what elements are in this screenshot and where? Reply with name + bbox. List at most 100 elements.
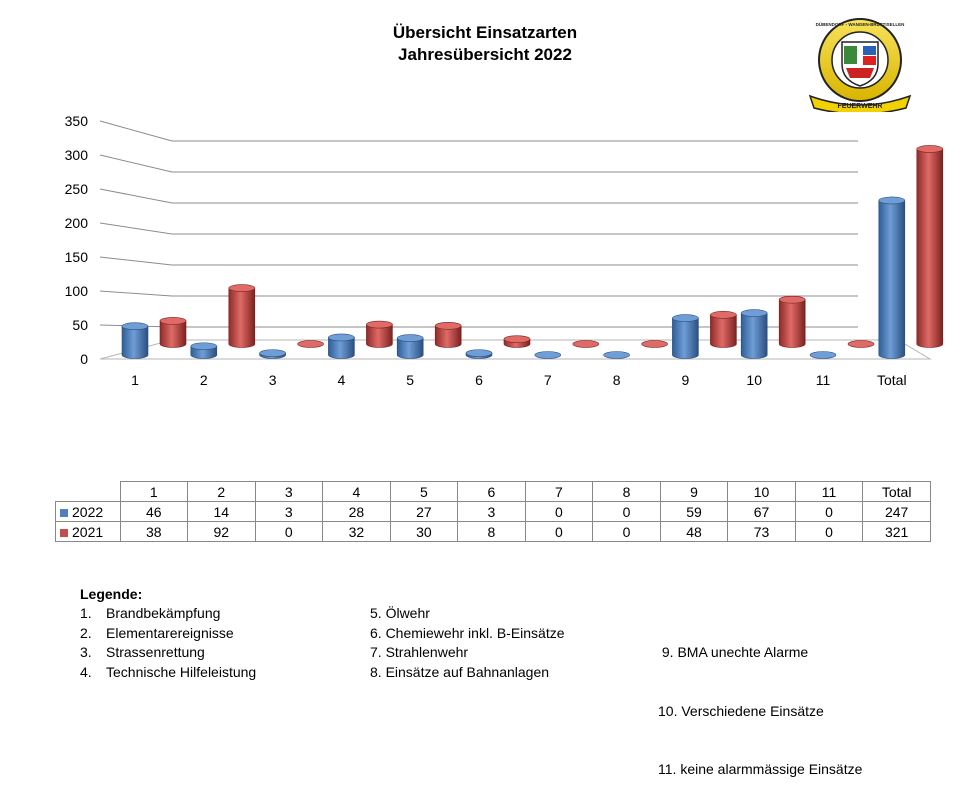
bar-top — [366, 320, 393, 329]
x-tick-label: 5 — [406, 372, 414, 388]
table-header: 8 — [592, 481, 661, 502]
bar-body — [228, 287, 256, 348]
bar-2022-2 — [190, 342, 218, 359]
gridline-side — [99, 290, 173, 297]
table-cell: 0 — [254, 521, 324, 542]
bar-2021-5 — [434, 321, 462, 348]
table-cell: 27 — [389, 501, 459, 522]
legend-swatch-2022 — [60, 508, 68, 517]
bar-body — [878, 200, 906, 359]
table-cell: 3 — [457, 501, 526, 522]
table-cell: 321 — [862, 521, 931, 542]
bar-top — [159, 317, 187, 325]
bar-top — [572, 340, 600, 348]
bar-2022-Total — [878, 196, 906, 359]
bar-body — [740, 312, 768, 359]
bar-top — [878, 196, 906, 205]
grid-layer — [99, 120, 932, 360]
series-name: 2022 — [72, 503, 104, 520]
bar-2021-8 — [641, 340, 668, 348]
table-cell: 67 — [727, 501, 796, 522]
bars-layer — [121, 145, 944, 359]
bar-2022-6 — [465, 349, 493, 359]
table-cell: 38 — [119, 521, 189, 542]
series-label-2022: 2022 — [55, 501, 121, 522]
bar-2021-2 — [228, 284, 256, 348]
x-tick-label: 9 — [682, 372, 690, 388]
bar-2022-9 — [672, 314, 699, 359]
table-row: 2022 46 14 3 28 27 3 0 0 59 67 0 247 — [55, 501, 931, 522]
table-cell: 247 — [862, 501, 931, 522]
bar-2022-5 — [396, 334, 424, 359]
table-header: 3 — [254, 481, 324, 502]
table-header: 11 — [794, 481, 864, 502]
series-name: 2021 — [72, 523, 104, 540]
gridline-side — [99, 154, 173, 173]
table-header: 10 — [727, 481, 796, 502]
logo-shield-left — [844, 46, 857, 64]
bar-body — [710, 314, 737, 348]
table-header-row: 1 2 3 4 5 6 7 8 9 10 11 Total — [55, 481, 931, 502]
x-tick-label: 2 — [200, 372, 208, 388]
y-tick-label: 200 — [65, 215, 89, 231]
bar-top — [672, 314, 699, 322]
table-cell: 46 — [119, 501, 189, 522]
gridline-side — [99, 188, 173, 204]
logo-banner — [808, 94, 912, 112]
bar-top — [503, 335, 531, 343]
bar-2021-7 — [572, 340, 600, 348]
table-cell: 59 — [659, 501, 729, 522]
x-tick-label: 10 — [746, 372, 762, 388]
y-tick-label: 0 — [80, 351, 88, 367]
table-cell: 0 — [592, 521, 661, 542]
legend-item: 3. Strassenrettung — [80, 643, 256, 663]
gridline-side — [99, 222, 173, 235]
legend-item: 4. Technische Hilfeleistung — [80, 663, 256, 683]
bar-top — [534, 351, 562, 359]
bar-2021-9 — [710, 311, 737, 348]
table-cell: 0 — [592, 501, 661, 522]
bar-2021-3 — [297, 340, 324, 348]
x-tick-label: Total — [877, 372, 907, 388]
table-header: 9 — [659, 481, 729, 502]
bar-2021-Total — [916, 145, 944, 348]
legend-item-number: 4. — [80, 663, 92, 680]
gridline-side — [99, 256, 173, 266]
x-tick-label: 6 — [475, 372, 483, 388]
y-tick-label: 150 — [65, 249, 89, 265]
legend-column-2: 5. Ölwehr 6. Chemiewehr inkl. B-Einsätze… — [370, 604, 565, 682]
legend-column-3: 9. BMA unechte Alarme 10. Verschiedene E… — [658, 604, 862, 799]
logo-ring-text: DÜBENDORF - WANGEN-BRÜTTISELLEN — [816, 21, 905, 27]
legend-item-number: 3. — [80, 644, 92, 660]
data-table: 1 2 3 4 5 6 7 8 9 10 11 Total 2022 46 14… — [55, 481, 931, 542]
y-tick-label: 50 — [72, 317, 88, 333]
legend-item-number: 2. — [80, 624, 92, 641]
table-cell: 0 — [524, 521, 594, 542]
y-axis-ticks: 0 50 100 150 200 250 300 350 — [65, 113, 89, 367]
legend-item: 10. Verschiedene Einsätze — [658, 702, 824, 719]
legend-item: 1. Brandbekämpfung — [80, 604, 256, 624]
table-cell: 32 — [322, 521, 391, 542]
bar-2021-4 — [366, 320, 393, 348]
bar-top — [465, 349, 493, 357]
legend-item: 5. Ölwehr — [370, 605, 430, 621]
legend-item: 11. keine alarmmässige Einsätze — [658, 761, 863, 777]
legend-heading: Legende: — [80, 586, 142, 603]
legend-item-text: Elementarereignisse — [106, 624, 234, 641]
y-tick-label: 350 — [65, 113, 89, 129]
fire-department-logo: FEUERWEHR DÜBENDORF - WANGEN-BRÜTTISELLE… — [808, 18, 912, 112]
bar-top — [228, 284, 256, 292]
bar-chart: 0 50 100 150 200 250 300 350 1 2 3 4 5 6 7 8 9 10 11 Total — [65, 113, 944, 388]
bar-top — [297, 340, 324, 348]
x-tick-label: 8 — [613, 372, 621, 388]
bar-top — [259, 349, 286, 357]
table-row: 2021 38 92 0 32 30 8 0 0 48 73 0 321 — [55, 521, 931, 542]
bar-2021-10 — [778, 295, 806, 348]
table-header: 1 — [119, 481, 189, 502]
bar-2021-6 — [503, 335, 531, 348]
bar-top — [434, 321, 462, 330]
bar-2022-7 — [534, 351, 562, 359]
table-cell: 73 — [727, 521, 796, 542]
x-tick-label: 3 — [269, 372, 277, 388]
bar-2022-1 — [121, 322, 149, 359]
